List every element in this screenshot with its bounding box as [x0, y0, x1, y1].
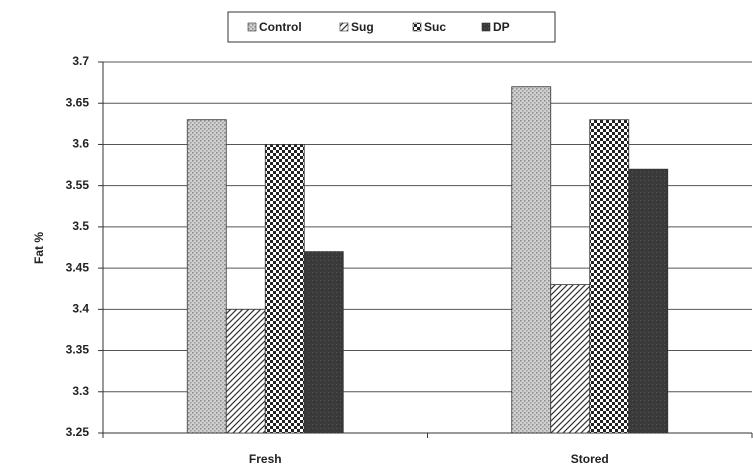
bar [511, 86, 552, 434]
y-tick-label: 3.4 [72, 302, 89, 316]
legend-label: Sug [351, 20, 374, 34]
bar [186, 119, 227, 434]
y-axis-label: Fat % [32, 232, 46, 264]
legend-label: DP [493, 20, 510, 34]
legend-swatch [247, 22, 257, 32]
y-tick-label: 3.55 [66, 178, 90, 192]
y-tick-label: 3.3 [72, 384, 89, 398]
legend-box [227, 11, 556, 43]
bar [264, 144, 305, 434]
x-tick-label: Stored [571, 452, 609, 466]
y-tick-label: 3.45 [66, 260, 90, 274]
bar [628, 168, 669, 434]
bar [550, 284, 591, 434]
y-tick-label: 3.5 [72, 219, 89, 233]
y-tick-label: 3.7 [72, 54, 89, 68]
legend-swatch [481, 22, 491, 32]
bar [303, 251, 344, 434]
y-tick-label: 3.6 [72, 137, 89, 151]
y-tick-label: 3.35 [66, 343, 90, 357]
bar [225, 308, 266, 434]
y-tick-label: 3.65 [66, 95, 90, 109]
x-tick-label: Fresh [249, 452, 282, 466]
bar [589, 119, 630, 434]
legend-swatch [339, 22, 349, 32]
legend-swatch [412, 22, 422, 32]
legend-label: Control [259, 20, 302, 34]
legend-label: Suc [424, 20, 446, 34]
y-tick-label: 3.25 [66, 425, 90, 439]
